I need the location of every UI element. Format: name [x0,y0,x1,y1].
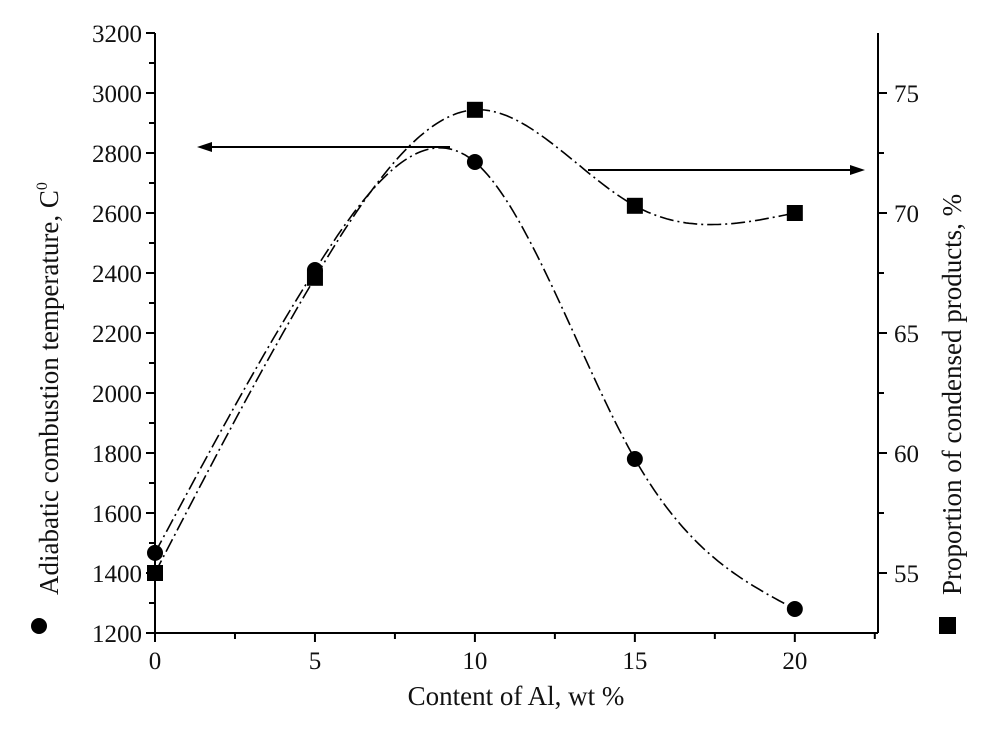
left-arrow-head-icon [197,142,212,152]
y-left-tick-label: 2800 [92,141,142,168]
y-left-tick-label: 1800 [92,441,142,468]
x-tick-label: 20 [782,648,807,675]
y-left-tick-label: 2600 [92,201,142,228]
y-left-title-superscript: 0 [34,182,51,190]
right-legend-square-marker [939,617,956,634]
y-left-tick-label: 1400 [92,561,142,588]
x-axis-title: Content of Al, wt % [408,681,625,711]
axes: 0 5 10 15 20 1200 1400 1600 1800 2000 2200 2400 2600… [92,21,919,675]
condensed-products-data-point [626,197,643,214]
temperature-data-point [147,544,163,561]
right-arrow-head-icon [850,165,865,175]
y-left-title-text: Adiabatic combustion temperature, C [34,190,64,595]
y-right-axis-title: Proportion of condensed products, % [937,194,967,595]
y-left-tick-label: 3200 [92,21,142,48]
y-left-axis-title: Adiabatic combustion temperature, C0 [34,182,64,595]
left-legend-circle-marker [31,618,47,634]
temperature-curve [154,146,796,610]
y-left-tick-label: 1200 [92,621,142,648]
y-right-tick-label: 75 [894,81,919,108]
x-tick-label: 10 [462,648,487,675]
temperature-data-point [626,451,643,467]
condensed-products-curve [154,108,795,574]
y-left-tick-label: 2200 [92,321,142,348]
temperature-data-point [466,154,483,170]
condensed-products-data-point [306,269,323,286]
y-left-tick-label: 3000 [92,81,142,108]
y-left-tick-label: 2000 [92,381,142,408]
x-tick-label: 15 [622,648,647,675]
y-right-tick-label: 60 [894,441,919,468]
y-right-tick-label: 65 [894,321,919,348]
y-left-tick-label: 2400 [92,261,142,288]
plot-marks [147,101,865,617]
y-right-tick-label: 70 [894,201,919,228]
condensed-products-data-point [466,101,483,118]
condensed-products-data-point [786,205,803,221]
y-right-tick-label: 55 [894,561,919,588]
x-tick-label: 0 [149,648,162,675]
condensed-products-data-point [147,565,163,581]
temperature-data-point [786,601,803,617]
x-tick-label: 5 [309,648,322,675]
y-left-tick-label: 1600 [92,501,142,528]
